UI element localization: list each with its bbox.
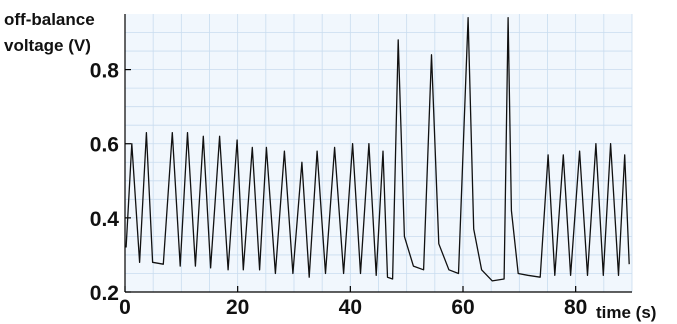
y-tick-label: 0.2	[90, 282, 119, 305]
y-tick-label: 0.4	[90, 208, 120, 231]
x-axis-label: time (s)	[596, 303, 657, 322]
y-axis-label-line1: off-balance	[4, 10, 95, 29]
y-tick-label: 0.8	[90, 60, 120, 83]
x-tick-label: 60	[451, 296, 474, 319]
x-tick-label: 20	[226, 296, 249, 319]
x-tick-label: 40	[339, 296, 362, 319]
y-tick-label: 0.6	[90, 134, 119, 157]
x-tick-label: 80	[564, 296, 587, 319]
series-line-0	[125, 17, 630, 282]
x-tick-label: 0	[119, 296, 131, 319]
y-axis-label-line2: voltage (V)	[4, 36, 91, 55]
